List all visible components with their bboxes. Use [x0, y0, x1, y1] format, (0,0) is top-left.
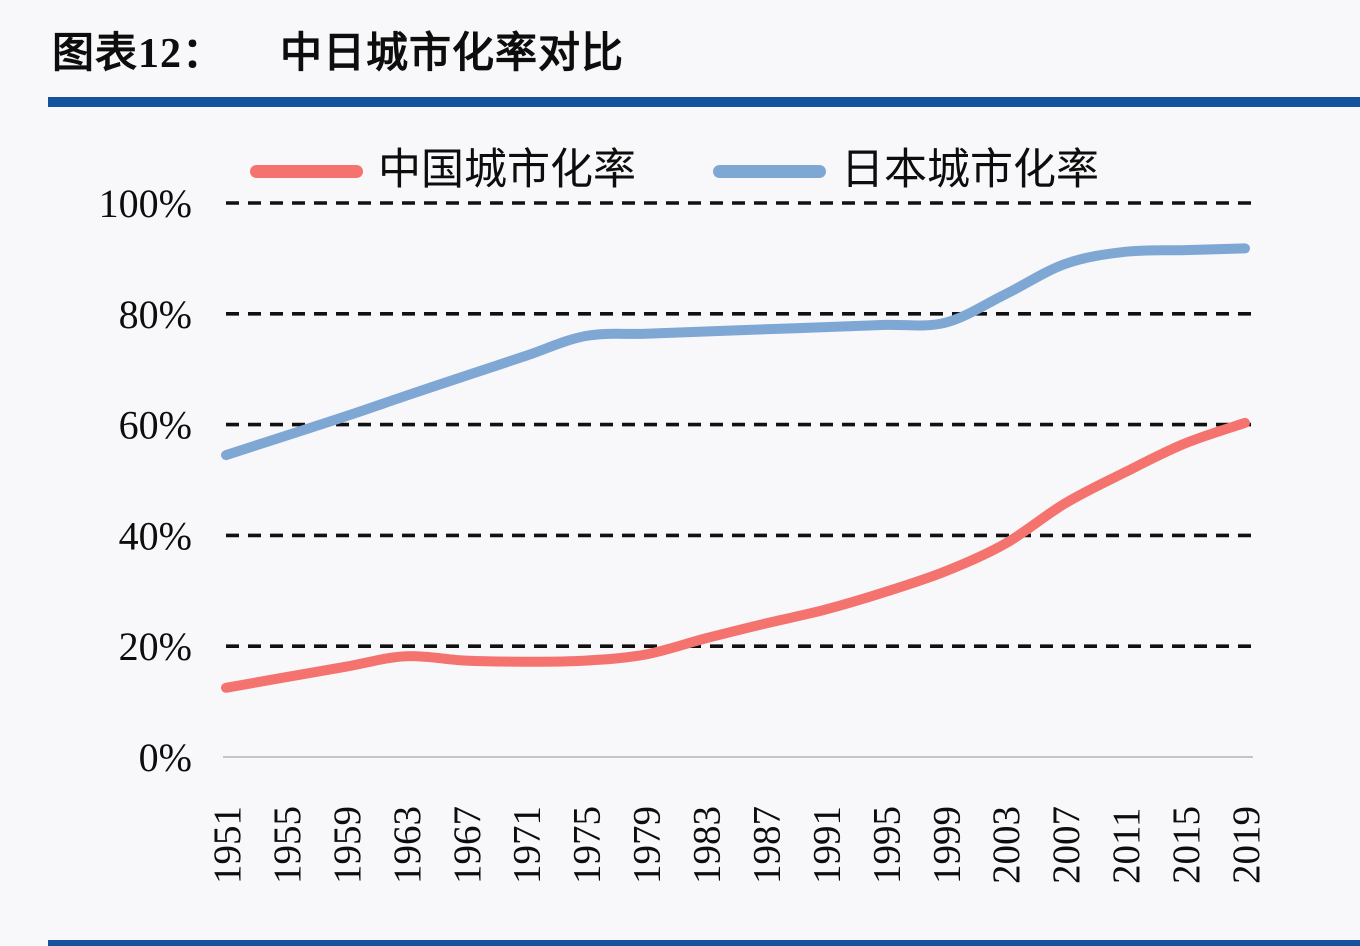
- legend-swatch-japan: [713, 164, 826, 178]
- x-axis-label: 1955: [266, 806, 309, 884]
- legend-swatch-china: [250, 164, 363, 178]
- figure-title-text: 中日城市化率对比: [280, 31, 625, 77]
- x-axis-label: 1967: [446, 806, 489, 884]
- y-axis-label: 100%: [99, 181, 192, 226]
- x-axis-label: 1999: [925, 806, 968, 884]
- legend-label-japan: 日本城市化率: [841, 147, 1099, 194]
- x-axis-label: 1979: [626, 806, 669, 884]
- x-axis-label: 1951: [206, 806, 249, 884]
- title-divider-rule: [48, 97, 1360, 107]
- x-axis-label: 1975: [566, 806, 609, 884]
- x-axis-label: 1983: [686, 806, 729, 884]
- y-axis-label: 60%: [119, 403, 192, 448]
- y-axis-label: 80%: [119, 292, 192, 337]
- y-axis-label: 20%: [119, 624, 192, 669]
- figure-number-label: 图表12：: [52, 31, 226, 77]
- x-axis-label: 2003: [985, 806, 1028, 884]
- x-axis-label: 1959: [326, 806, 369, 884]
- y-axis-label: 0%: [139, 735, 192, 780]
- x-axis-label: 2019: [1225, 806, 1268, 884]
- x-axis-label: 1963: [386, 806, 429, 884]
- legend-item-china: 中国城市化率: [250, 146, 636, 196]
- legend-label-china: 中国城市化率: [378, 147, 636, 194]
- x-axis-label: 2007: [1045, 806, 1088, 884]
- x-axis-label: 1991: [805, 806, 848, 884]
- footer-divider-rule: [48, 940, 1360, 946]
- x-axis-label: 1987: [746, 806, 789, 884]
- y-axis-label: 40%: [119, 513, 192, 558]
- x-axis-label: 2011: [1105, 807, 1148, 884]
- series-line-0: [221, 417, 1250, 693]
- x-axis-label: 1995: [865, 806, 908, 884]
- x-axis-label: 1971: [506, 806, 549, 884]
- series-line-1: [221, 243, 1250, 461]
- figure-title: 图表12： 中日城市化率对比: [52, 26, 624, 82]
- x-axis-label: 2015: [1165, 806, 1208, 884]
- legend-item-japan: 日本城市化率: [713, 146, 1099, 196]
